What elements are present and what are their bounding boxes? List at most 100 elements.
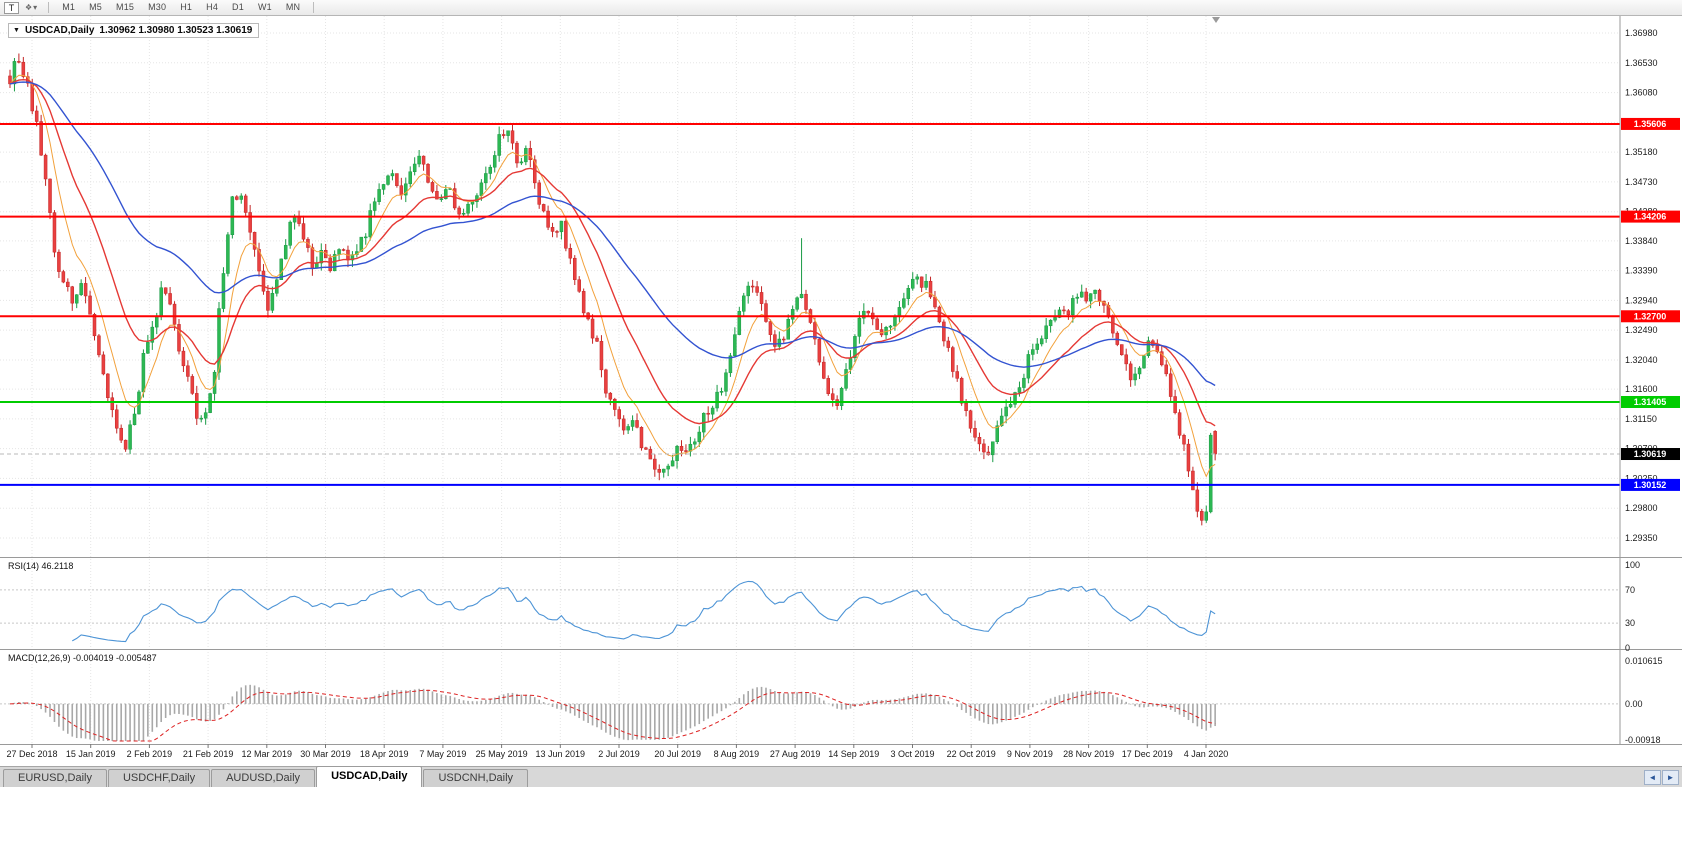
chevron-down-icon: ▾: [33, 3, 38, 12]
candle: [128, 420, 132, 455]
chart-objects-dropdown[interactable]: ❖ ▾: [21, 3, 41, 12]
timeframe-w1-button[interactable]: W1: [257, 2, 272, 12]
candle: [417, 149, 421, 168]
candle: [639, 426, 644, 451]
timeframe-d1-button[interactable]: D1: [232, 2, 244, 12]
candle: [1164, 360, 1168, 377]
svg-text:1.32700: 1.32700: [1634, 311, 1667, 321]
tab-scroll-right-icon[interactable]: ►: [1662, 770, 1679, 785]
candle: [719, 387, 724, 396]
candle: [1071, 295, 1075, 323]
candle: [163, 287, 168, 296]
date-label: 17 Dec 2019: [1122, 749, 1173, 759]
tab-usdchf-daily[interactable]: USDCHF,Daily: [107, 769, 211, 787]
candle: [657, 464, 662, 481]
candle: [541, 203, 546, 213]
candle: [43, 153, 48, 186]
candle: [101, 351, 106, 376]
candle: [492, 150, 497, 173]
candle: [34, 105, 39, 127]
timeframe-m30-button[interactable]: M30: [148, 2, 167, 12]
svg-text:1.36080: 1.36080: [1625, 88, 1658, 98]
candle: [1031, 343, 1035, 361]
candle: [746, 281, 750, 304]
timeframe-m1-button[interactable]: M1: [62, 2, 76, 12]
date-label: 27 Dec 2018: [6, 749, 57, 759]
candle: [995, 420, 999, 445]
timeframe-m5-button[interactable]: M5: [89, 2, 102, 12]
candle: [39, 114, 43, 156]
svg-text:1.33390: 1.33390: [1625, 266, 1658, 276]
timeframe-mn-button[interactable]: MN: [285, 2, 301, 12]
price-label-1.30619: 1.30619: [1621, 448, 1680, 461]
candle: [764, 299, 768, 323]
candle: [119, 424, 123, 443]
one-click-trading-toggle[interactable]: ▼: [13, 27, 20, 34]
svg-text:0: 0: [1625, 643, 1630, 653]
candle: [937, 305, 942, 324]
candle: [408, 166, 412, 188]
candle: [915, 274, 919, 285]
candles-layer: [8, 53, 1217, 526]
price-label-1.30152: 1.30152: [1621, 478, 1680, 491]
candle: [1195, 482, 1200, 518]
price-chart-area[interactable]: 1.369801.365301.360801.356301.351801.347…: [0, 16, 1682, 762]
candle: [66, 278, 70, 292]
chart-shift-marker[interactable]: [1212, 17, 1220, 23]
candle: [710, 405, 715, 420]
date-label: 25 May 2019: [476, 749, 528, 759]
chart-title-ohlc: 1.30962 1.30980 1.30523 1.30619: [99, 25, 253, 36]
candle: [270, 286, 275, 314]
candle: [426, 163, 430, 184]
candle: [386, 174, 390, 186]
candle: [564, 216, 568, 252]
horizontal-lines: [0, 122, 1620, 486]
candle: [146, 334, 150, 354]
candle: [982, 439, 986, 460]
candle: [1044, 318, 1048, 343]
candle: [991, 441, 995, 463]
candle: [1133, 366, 1137, 386]
date-label: 12 Mar 2019: [242, 749, 293, 759]
svg-text:1.30250: 1.30250: [1625, 473, 1658, 483]
candle: [21, 56, 26, 79]
tab-eurusd-daily[interactable]: EURUSD,Daily: [3, 769, 107, 787]
candle: [412, 157, 417, 176]
candle: [790, 305, 795, 325]
candle: [1160, 345, 1164, 367]
candle: [186, 360, 190, 382]
candle: [203, 407, 208, 425]
template-tool-button[interactable]: T: [4, 1, 19, 14]
candle: [617, 406, 621, 427]
candle: [1115, 331, 1120, 347]
tab-usdcnh-daily[interactable]: USDCNH,Daily: [423, 769, 529, 787]
price-label-1.31405: 1.31405: [1621, 395, 1680, 408]
candle: [537, 179, 541, 209]
date-label: 20 Jul 2019: [654, 749, 701, 759]
candle: [12, 57, 17, 92]
tab-usdcad-daily[interactable]: USDCAD,Daily: [316, 766, 423, 787]
candle: [168, 287, 172, 306]
timeframe-h4-button[interactable]: H4: [206, 2, 219, 12]
candle: [697, 426, 702, 447]
candle: [737, 306, 742, 336]
toolbar-separator: [313, 2, 315, 13]
candle: [395, 173, 399, 188]
timeframe-h1-button[interactable]: H1: [180, 2, 193, 12]
candle: [1093, 289, 1097, 300]
candle: [1137, 366, 1142, 380]
svg-text:1.30619: 1.30619: [1634, 449, 1667, 459]
timeframe-m15-button[interactable]: M15: [116, 2, 135, 12]
svg-text:1.32040: 1.32040: [1625, 355, 1658, 365]
drawing-tool-icon: ❖: [25, 3, 33, 12]
candle: [57, 249, 61, 279]
candle: [1177, 409, 1182, 439]
candle: [1075, 293, 1080, 304]
tab-audusd-daily[interactable]: AUDUSD,Daily: [211, 769, 316, 787]
candle: [372, 197, 377, 217]
svg-text:1.36980: 1.36980: [1625, 28, 1658, 38]
candle: [644, 446, 648, 450]
candle: [61, 269, 66, 284]
candle: [110, 392, 115, 418]
tab-scroll-left-icon[interactable]: ◄: [1644, 770, 1661, 785]
